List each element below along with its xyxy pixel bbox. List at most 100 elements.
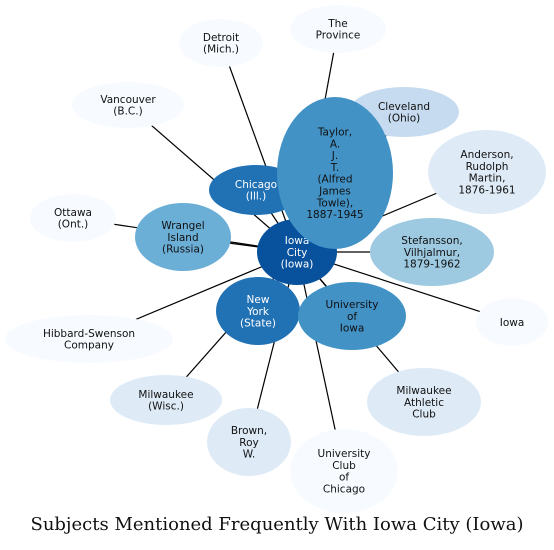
node-the-province: The Province — [290, 5, 386, 53]
node-ottawa-label-line: (Ont.) — [58, 219, 89, 231]
node-iowa-city-label: Iowa City (Iowa) — [281, 235, 314, 271]
node-milwaukee-athletic-club: Milwaukee Athletic Club — [367, 368, 481, 436]
node-ottawa-label-line: Ottawa — [54, 207, 92, 219]
node-cleveland-label: Cleveland (Ohio) — [378, 101, 430, 125]
node-wrangel-island: Wrangel Island (Russia) — [135, 203, 231, 271]
node-wrangel-island-label-line: Wrangel — [161, 220, 204, 232]
node-iowa-city-label-line: Iowa — [285, 235, 310, 247]
node-towle-label-line: Taylor, — [317, 127, 352, 139]
node-vancouver-label: Vancouver (B.C.) — [100, 94, 156, 118]
node-towle-label-line: T. — [330, 162, 340, 174]
node-university-club-chicago-label-line: Chicago — [323, 484, 365, 496]
diagram-caption: Subjects Mentioned Frequently With Iowa … — [30, 514, 524, 535]
node-wrangel-island-label-line: (Russia) — [162, 244, 204, 256]
node-new-york-state-label: New York (State) — [240, 294, 276, 330]
node-iowa: Iowa — [476, 298, 548, 346]
node-hibbard-swenson-label: Hibbard-Swenson Company — [43, 328, 135, 352]
node-university-of-iowa: University of Iowa — [298, 282, 406, 350]
node-brown-roy-label-line: W. — [243, 449, 256, 461]
node-new-york-state-label-line: (State) — [240, 318, 276, 330]
node-wrangel-island-label: Wrangel Island (Russia) — [161, 220, 204, 256]
node-university-club-chicago-label-line: of — [339, 472, 349, 484]
node-anderson-label: Anderson, Rudolph Martin, 1876-1961 — [458, 149, 515, 196]
node-new-york-state-label-line: York — [246, 306, 270, 318]
node-detroit-label-line: Detroit — [203, 32, 239, 44]
node-chicago-label-line: Chicago — [235, 179, 277, 191]
node-iowa-ellipse — [476, 298, 548, 346]
node-hibbard-swenson-label-line: Hibbard-Swenson — [43, 328, 135, 340]
node-milwaukee-label-line: Milwaukee — [138, 389, 193, 401]
node-the-province-ellipse — [290, 5, 386, 53]
node-iowa-city-label-line: City — [287, 247, 308, 259]
node-vancouver: Vancouver (B.C.) — [72, 82, 184, 128]
node-university-of-iowa-label-line: Iowa — [340, 323, 365, 335]
edge-iowa-city-to-vancouver — [127, 104, 298, 253]
node-brown-roy: Brown, Roy W. — [207, 408, 291, 476]
node-university-of-iowa-ellipse — [298, 282, 406, 350]
node-ottawa-label: Ottawa (Ont.) — [54, 207, 92, 231]
node-anderson-ellipse — [428, 130, 546, 214]
node-chicago-label-line: (Ill.) — [246, 191, 266, 203]
node-the-province-label: The Province — [316, 18, 361, 42]
node-brown-roy-label-line: Roy — [239, 437, 258, 449]
node-towle: Taylor, A. J. T. (Alfred James Towle), 1887-194… — [277, 97, 393, 249]
node-milwaukee-athletic-club-label-line: Milwaukee — [396, 385, 451, 397]
nodes-layer: The Province Detroit (Mich.) Cleveland (Ohio)… — [5, 5, 548, 513]
node-detroit-label-line: (Mich.) — [203, 44, 239, 56]
node-cleveland-label-line: Cleveland — [378, 101, 430, 113]
node-hibbard-swenson: Hibbard-Swenson Company — [5, 315, 173, 363]
node-anderson: Anderson, Rudolph Martin, 1876-1961 — [428, 130, 546, 214]
node-brown-roy-label-line: Brown, — [231, 425, 267, 437]
node-cleveland-label-line: (Ohio) — [388, 113, 420, 125]
node-anderson-label-line: Rudolph — [466, 161, 509, 173]
node-brown-roy-label: Brown, Roy W. — [231, 425, 267, 461]
node-detroit: Detroit (Mich.) — [179, 19, 263, 67]
node-chicago-label: Chicago (Ill.) — [235, 179, 277, 203]
node-stefansson-label-line: Stefansson, — [401, 235, 462, 247]
node-milwaukee-ellipse — [110, 375, 222, 425]
node-brown-roy-ellipse — [207, 408, 291, 476]
node-university-club-chicago-label-line: Club — [332, 460, 356, 472]
node-milwaukee-athletic-club-label: Milwaukee Athletic Club — [396, 385, 451, 421]
node-towle-ellipse — [277, 97, 393, 249]
node-detroit-ellipse — [179, 19, 263, 67]
node-milwaukee: Milwaukee (Wisc.) — [110, 375, 222, 425]
node-new-york-state-ellipse — [216, 277, 300, 345]
node-anderson-label-line: Martin, — [469, 173, 506, 185]
node-anderson-label-line: 1876-1961 — [458, 185, 515, 197]
node-detroit-label: Detroit (Mich.) — [203, 32, 239, 56]
node-milwaukee-athletic-club-ellipse — [367, 368, 481, 436]
node-iowa-city-label-line: (Iowa) — [281, 259, 314, 271]
node-hibbard-swenson-ellipse — [5, 315, 173, 363]
node-stefansson-label: Stefansson, Vilhjalmur, 1879-1962 — [401, 235, 462, 271]
node-the-province-label-line: Province — [316, 30, 361, 42]
node-towle-label-line: Towle), — [316, 197, 353, 209]
node-university-club-chicago-label-line: University — [318, 448, 371, 460]
node-hibbard-swenson-label-line: Company — [64, 340, 114, 352]
node-university-club-chicago-ellipse — [290, 429, 398, 513]
node-university-of-iowa-label: University of Iowa — [326, 299, 379, 335]
node-ottawa-ellipse — [30, 194, 116, 242]
node-stefansson: Stefansson, Vilhjalmur, 1879-1962 — [370, 218, 494, 286]
node-wrangel-island-ellipse — [135, 203, 231, 271]
node-stefansson-label-line: 1879-1962 — [403, 259, 460, 271]
node-towle-label: Taylor, A. J. T. (Alfred James Towle), 1887-194… — [306, 127, 363, 222]
edge-iowa-city-to-detroit — [220, 42, 298, 253]
node-towle-label-line: (Alfred — [317, 174, 352, 186]
node-milwaukee-athletic-club-label-line: Athletic — [404, 397, 444, 409]
node-milwaukee-label: Milwaukee (Wisc.) — [138, 389, 193, 413]
node-towle-label-line: 1887-1945 — [306, 209, 363, 221]
node-wrangel-island-label-line: Island — [167, 232, 198, 244]
node-milwaukee-label-line: (Wisc.) — [148, 401, 184, 413]
node-new-york-state: New York (State) — [216, 277, 300, 345]
node-stefansson-label-line: Vilhjalmur, — [404, 247, 460, 259]
node-vancouver-label-line: Vancouver — [100, 94, 156, 106]
node-the-province-label-line: The — [327, 18, 348, 30]
node-towle-label-line: A. — [330, 138, 340, 150]
node-iowa-label-line: Iowa — [500, 317, 525, 329]
node-towle-label-line: J. — [331, 150, 338, 162]
node-university-of-iowa-label-line: University — [326, 299, 379, 311]
node-iowa-label: Iowa — [500, 317, 525, 329]
node-anderson-label-line: Anderson, — [460, 149, 513, 161]
